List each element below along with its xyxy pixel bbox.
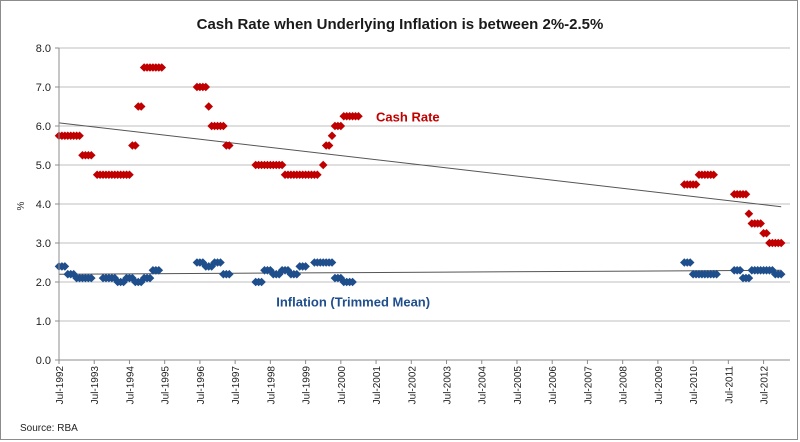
- x-tick-label: Jul-2000: [337, 366, 348, 405]
- data-point: [219, 121, 228, 131]
- trendline: [58, 269, 782, 275]
- y-tick-label: 3.0: [36, 238, 51, 250]
- x-tick-label: Jul-1997: [231, 366, 242, 405]
- data-point: [744, 209, 754, 219]
- trendlines: [58, 122, 782, 275]
- x-tick-label: Jul-2006: [548, 366, 559, 405]
- y-tick-label: 2.0: [36, 277, 51, 289]
- data-point: [145, 273, 155, 283]
- x-tick-label: Jul-1996: [196, 366, 207, 405]
- data-point: [301, 262, 310, 271]
- y-axis-label: %: [16, 201, 27, 210]
- data-point: [125, 170, 134, 180]
- trendline: [58, 122, 782, 208]
- x-axis-ticks: Jul-1992 Jul-1993 Jul-1994 Jul-1995 Jul-1996…: [55, 360, 771, 404]
- data-point: [131, 141, 140, 150]
- data-point: [776, 238, 786, 248]
- data-point: [756, 219, 765, 228]
- cash-rate-annotation: Cash Rate: [376, 109, 440, 124]
- data-point: [776, 269, 786, 279]
- data-point: [324, 141, 334, 150]
- x-tick-label: Jul-2005: [513, 366, 524, 405]
- data-point: [336, 121, 346, 131]
- x-tick-label: Jul-1998: [266, 366, 277, 405]
- data-point: [224, 269, 234, 279]
- x-tick-label: Jul-2010: [689, 366, 700, 405]
- data-point: [86, 150, 96, 160]
- x-tick-label: Jul-1999: [302, 366, 313, 405]
- data-point: [204, 102, 214, 111]
- data-point: [709, 170, 718, 180]
- data-point: [216, 258, 225, 267]
- y-tick-label: 0.0: [36, 355, 51, 367]
- x-tick-label: Jul-2004: [478, 366, 489, 405]
- data-point: [274, 269, 284, 279]
- chart-title: Cash Rate when Underlying Inflation is b…: [197, 16, 604, 33]
- source-note: Source: RBA: [20, 423, 78, 434]
- x-tick-label: Jul-2003: [443, 366, 454, 405]
- data-point: [292, 269, 302, 279]
- data-point: [354, 111, 363, 121]
- data-point: [257, 277, 266, 287]
- y-tick-label: 7.0: [36, 82, 51, 94]
- data-point: [712, 269, 721, 279]
- x-tick-label: Jul-2008: [619, 366, 630, 405]
- x-tick-label: Jul-2002: [407, 366, 418, 405]
- data-point: [154, 266, 164, 275]
- data-point: [86, 273, 96, 283]
- series-inflation: [54, 258, 786, 287]
- data-point: [75, 131, 84, 141]
- data-point: [327, 131, 337, 141]
- x-tick-label: Jul-2001: [372, 366, 383, 405]
- data-point: [741, 189, 751, 199]
- gridlines: [59, 47, 790, 322]
- data-point: [348, 277, 357, 287]
- y-tick-label: 1.0: [36, 316, 51, 328]
- x-tick-label: Jul-2012: [760, 366, 771, 405]
- data-points: [54, 63, 786, 287]
- data-point: [762, 228, 771, 238]
- data-point: [128, 273, 137, 283]
- x-tick-label: Jul-1995: [161, 366, 172, 405]
- data-point: [266, 266, 275, 275]
- data-point: [283, 266, 293, 275]
- data-point: [691, 180, 701, 189]
- inflation-annotation: Inflation (Trimmed Mean): [276, 295, 430, 310]
- data-point: [313, 170, 322, 180]
- data-point: [136, 102, 146, 111]
- data-point: [60, 262, 70, 271]
- series-cash-rate: [54, 63, 786, 248]
- data-point: [277, 160, 287, 170]
- data-point: [327, 258, 337, 267]
- data-point: [685, 258, 695, 267]
- data-point: [744, 273, 754, 283]
- y-tick-label: 8.0: [36, 43, 51, 55]
- x-tick-label: Jul-2009: [654, 366, 665, 405]
- annotations: Cash Rate Inflation (Trimmed Mean): [276, 109, 439, 309]
- y-axis-ticks: 0.0 1.0 2.0 3.0 4.0 5.0 6.0 7.0 8.0: [36, 43, 59, 367]
- data-point: [201, 82, 211, 92]
- data-point: [157, 63, 167, 72]
- y-tick-label: 6.0: [36, 121, 51, 133]
- y-tick-label: 4.0: [36, 199, 51, 211]
- data-point: [318, 160, 328, 170]
- data-point: [735, 266, 745, 275]
- data-point: [224, 141, 234, 150]
- x-tick-label: Jul-2007: [583, 366, 594, 405]
- x-tick-label: Jul-2011: [724, 366, 735, 404]
- x-tick-label: Jul-1992: [55, 366, 66, 405]
- y-tick-label: 5.0: [36, 160, 51, 172]
- x-tick-label: Jul-1993: [90, 366, 101, 405]
- x-tick-label: Jul-1994: [125, 366, 136, 405]
